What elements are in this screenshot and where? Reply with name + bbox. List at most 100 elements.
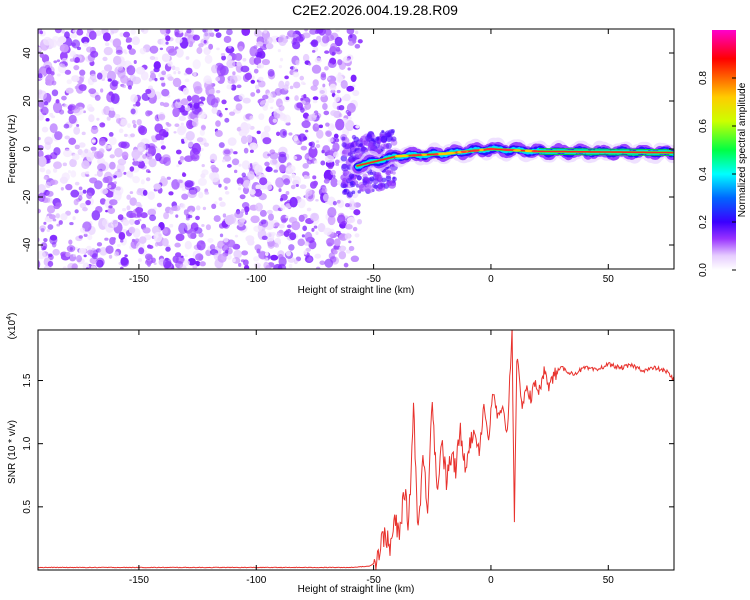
heatmap-cell: [293, 259, 298, 265]
heatmap-cell: [333, 133, 339, 139]
heatmap-cell: [346, 111, 352, 117]
heatmap-cell: [38, 237, 40, 243]
x-tick-label: 0: [488, 575, 494, 586]
heatmap-cell: [102, 56, 108, 62]
heatmap-cell: [267, 240, 275, 249]
heatmap-cell: [347, 116, 352, 120]
heatmap-cell: [312, 180, 318, 187]
heatmap-cell: [385, 142, 392, 150]
heatmap-cell: [70, 170, 77, 178]
heatmap-cell: [266, 36, 273, 44]
heatmap-cell: [327, 76, 331, 81]
heatmap-cell: [132, 119, 136, 125]
heatmap-cell: [215, 32, 222, 38]
heatmap-cell: [224, 107, 228, 111]
heatmap-cell: [61, 29, 66, 34]
heatmap-cell: [322, 193, 330, 202]
top-y-axis-label: Frequency (Hz): [7, 115, 18, 184]
heatmap-cell: [99, 122, 106, 128]
heatmap-cell: [116, 244, 121, 247]
heatmap-cell: [362, 180, 368, 186]
heatmap-cell: [156, 202, 162, 208]
heatmap-cell: [184, 254, 189, 257]
heatmap-cell: [285, 215, 289, 219]
heatmap-cell: [238, 163, 242, 167]
heatmap-cell: [74, 85, 79, 90]
heatmap-cell: [56, 73, 61, 77]
heatmap-cell: [344, 202, 350, 208]
heatmap-cell: [193, 117, 199, 123]
heatmap-cell: [114, 147, 123, 158]
heatmap-cell: [209, 244, 216, 251]
heatmap-cell: [237, 219, 245, 227]
heatmap-cell: [193, 185, 201, 193]
heatmap-cell: [200, 124, 206, 131]
heatmap-cell: [370, 171, 374, 176]
heatmap-cell: [279, 128, 288, 139]
heatmap-cell: [114, 251, 120, 257]
heatmap-cell: [38, 90, 48, 100]
heatmap-cell: [304, 154, 309, 159]
heatmap-cell: [211, 64, 219, 74]
heatmap-cell: [145, 110, 152, 117]
heatmap-cell: [62, 149, 73, 158]
heatmap-cell: [319, 86, 328, 97]
heatmap-cell: [175, 233, 185, 242]
heatmap-cell: [337, 59, 343, 66]
heatmap-cell: [241, 201, 250, 209]
heatmap-cell: [61, 172, 70, 182]
heatmap-cell: [105, 245, 114, 254]
heatmap-cell: [55, 202, 62, 208]
heatmap-cell: [56, 223, 61, 227]
heatmap-cell: [247, 171, 255, 181]
heatmap-cell: [302, 82, 306, 85]
y-tick-label: -20: [22, 189, 33, 204]
heatmap-cell: [349, 34, 353, 39]
heatmap-cell: [39, 30, 44, 35]
heatmap-cell: [167, 48, 177, 56]
heatmap-cell: [346, 29, 355, 35]
heatmap-cell: [96, 117, 100, 121]
heatmap-cell: [126, 205, 131, 211]
heatmap-cell: [259, 99, 269, 108]
heatmap-cell: [241, 172, 247, 178]
heatmap-cell: [128, 48, 136, 55]
heatmap-cell: [33, 69, 38, 74]
heatmap-cell: [43, 238, 48, 243]
heatmap-cell: [102, 32, 111, 42]
heatmap-cell: [162, 258, 172, 269]
heatmap-cell: [53, 161, 62, 170]
heatmap-cell: [237, 187, 242, 191]
heatmap-cell: [279, 197, 284, 202]
heatmap-cell: [107, 207, 116, 215]
heatmap-cell: [253, 29, 263, 37]
heatmap-cell: [149, 55, 156, 61]
heatmap-cell: [185, 130, 195, 141]
heatmap-cell: [119, 266, 124, 269]
heatmap-cell: [160, 145, 166, 150]
heatmap-cell: [73, 198, 79, 206]
heatmap-cell: [338, 105, 345, 111]
heatmap-cell: [302, 225, 308, 232]
heatmap-cell: [354, 43, 361, 49]
heatmap-cell: [410, 154, 419, 157]
heatmap-cell: [182, 87, 189, 95]
heatmap-cell: [41, 126, 49, 133]
heatmap-cell: [293, 66, 298, 70]
heatmap-cell: [332, 174, 336, 179]
heatmap-cell: [204, 78, 213, 85]
heatmap-cell: [159, 29, 167, 35]
heatmap-cell: [68, 114, 77, 124]
heatmap-cell: [403, 154, 408, 157]
heatmap-cell: [191, 142, 202, 155]
heatmap-cell: [286, 224, 292, 229]
heatmap-cell: [55, 99, 60, 104]
heatmap-cell: [58, 220, 63, 225]
heatmap-cell: [72, 153, 80, 161]
heatmap-cell: [327, 207, 337, 218]
heatmap-cell: [183, 259, 190, 267]
heatmap-cell: [256, 41, 264, 47]
heatmap-cell: [44, 136, 53, 145]
heatmap-cell: [78, 142, 86, 148]
heatmap-cell: [246, 134, 253, 143]
